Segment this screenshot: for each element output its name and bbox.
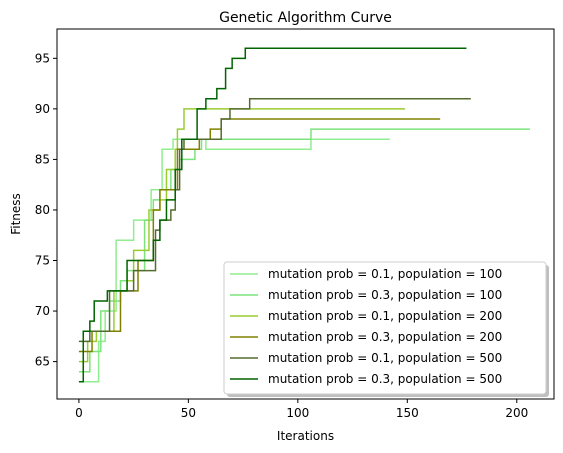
- x-axis-ticks: 0 50 100 150 200: [75, 399, 528, 420]
- x-tick-label: 100: [286, 406, 309, 420]
- x-tick-label: 150: [396, 406, 419, 420]
- legend-label-2: mutation prob = 0.3, population = 100: [268, 288, 502, 302]
- legend-label-5: mutation prob = 0.1, population = 500: [268, 351, 502, 365]
- plot-area: [78, 47, 530, 383]
- x-axis-label: Iterations: [277, 429, 334, 443]
- y-tick-label: 85: [35, 152, 50, 166]
- legend-label-6: mutation prob = 0.3, population = 500: [268, 372, 502, 386]
- y-axis-label: Fitness: [9, 193, 23, 235]
- axes-frame: [56, 28, 555, 400]
- y-tick-label: 95: [35, 51, 50, 65]
- y-tick-label: 65: [35, 355, 50, 369]
- x-tick-label: 50: [181, 406, 196, 420]
- x-tick-label: 0: [75, 406, 83, 420]
- series-line-6: [78, 47, 467, 383]
- y-tick-label: 80: [35, 203, 50, 217]
- y-axis-ticks: 65 70 75 80 85 90 95: [35, 51, 57, 369]
- legend-label-1: mutation prob = 0.1, population = 100: [268, 267, 502, 281]
- x-tick-label: 200: [505, 406, 528, 420]
- series-line-1: [78, 138, 390, 383]
- series-line-4: [78, 118, 441, 353]
- y-tick-label: 70: [35, 304, 50, 318]
- legend-label-4: mutation prob = 0.3, population = 200: [268, 330, 502, 344]
- legend-box: [223, 261, 547, 395]
- y-tick-label: 90: [35, 102, 50, 116]
- legend-label-3: mutation prob = 0.1, population = 200: [268, 309, 502, 323]
- series-line-3: [78, 108, 406, 363]
- legend: mutation prob = 0.1, population = 100 mut…: [223, 261, 549, 397]
- chart-title: Genetic Algorithm Curve: [219, 10, 392, 26]
- y-tick-label: 75: [35, 254, 50, 268]
